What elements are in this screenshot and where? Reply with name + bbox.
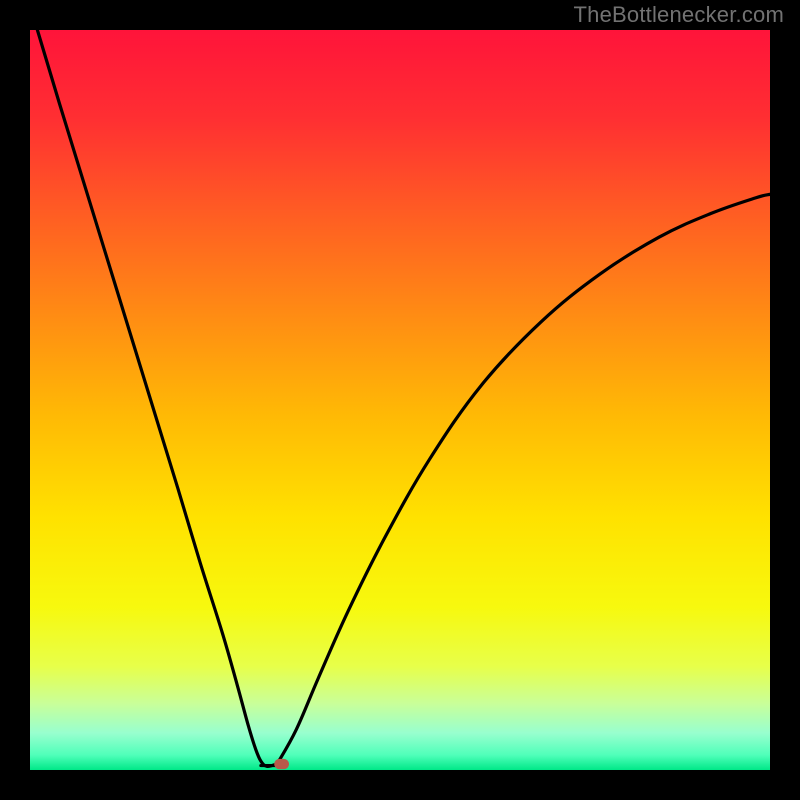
watermark-text: TheBottlenecker.com xyxy=(574,2,784,28)
bottleneck-curve xyxy=(37,30,770,766)
chart-curve-layer xyxy=(0,0,800,800)
optimal-point-marker xyxy=(274,759,289,769)
